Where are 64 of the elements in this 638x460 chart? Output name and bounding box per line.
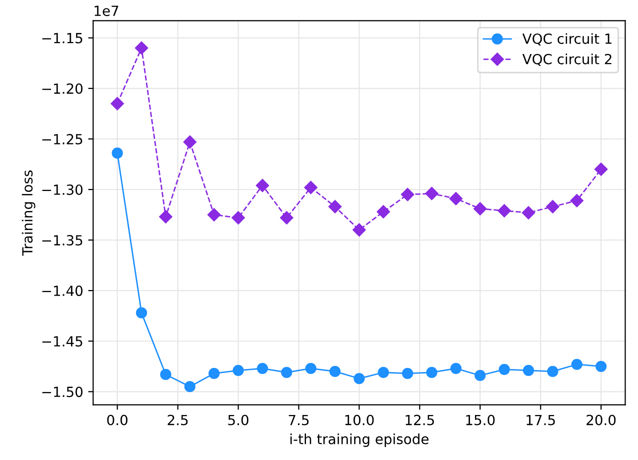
y-tick-label: −1.30	[42, 184, 83, 195]
point	[134, 41, 148, 55]
point	[449, 192, 463, 206]
x-axis-title: i-th training episode	[290, 434, 428, 447]
point	[110, 96, 124, 110]
x-tick-label: 2.5	[168, 414, 188, 426]
point	[376, 205, 390, 218]
x-tick-label: 10.0	[345, 414, 374, 426]
x-tick-label: 12.5	[406, 414, 434, 426]
point	[281, 366, 292, 378]
point	[498, 364, 510, 375]
point	[256, 178, 270, 192]
point	[352, 223, 366, 237]
point	[425, 186, 438, 200]
point	[232, 364, 244, 376]
point	[256, 362, 268, 374]
y-axis-title: Training loss	[22, 170, 36, 256]
x-tick-label: 20.0	[586, 414, 616, 426]
point	[304, 180, 318, 194]
point	[208, 368, 220, 380]
point	[112, 148, 123, 159]
point	[207, 208, 221, 222]
text: 1e7	[94, 6, 118, 16]
point	[159, 210, 172, 224]
point	[474, 202, 487, 216]
point	[160, 368, 172, 380]
point	[354, 372, 365, 384]
point	[596, 360, 607, 372]
x-tick-label: 7.5	[288, 414, 309, 426]
y-tick-label: −1.25	[42, 134, 82, 144]
y-tick-label: −1.20	[42, 83, 83, 94]
x-tick-label: 0.0	[107, 414, 128, 426]
point	[329, 366, 341, 377]
y-tick-label: −1.15	[42, 33, 82, 44]
point	[450, 362, 462, 374]
y-tick-label: −1.35	[42, 235, 82, 246]
y-tick-label: −1.50	[42, 386, 83, 398]
point	[522, 364, 534, 376]
point	[136, 307, 148, 318]
point	[546, 200, 560, 214]
point	[522, 206, 536, 220]
y-tick-label: −1.40	[42, 286, 83, 296]
point	[232, 211, 245, 224]
point	[328, 200, 342, 214]
x-tick-label: 15.0	[466, 414, 495, 426]
point	[570, 194, 584, 208]
point	[400, 188, 414, 202]
point	[378, 366, 389, 378]
point	[571, 358, 582, 370]
point	[498, 204, 511, 218]
x-tick-label: 5.0	[228, 414, 248, 426]
point	[183, 135, 196, 149]
point	[305, 362, 316, 374]
y-tick-label: −1.45	[42, 336, 82, 347]
point	[547, 366, 558, 377]
point	[426, 366, 438, 378]
point	[594, 162, 608, 176]
x-tick-label: 17.5	[526, 414, 555, 426]
legend-label: VQC circuit 2	[522, 54, 612, 66]
point	[402, 368, 414, 380]
point	[184, 381, 196, 392]
point	[280, 211, 294, 224]
point	[474, 370, 486, 382]
legend-label: VQC circuit 1	[522, 33, 612, 46]
